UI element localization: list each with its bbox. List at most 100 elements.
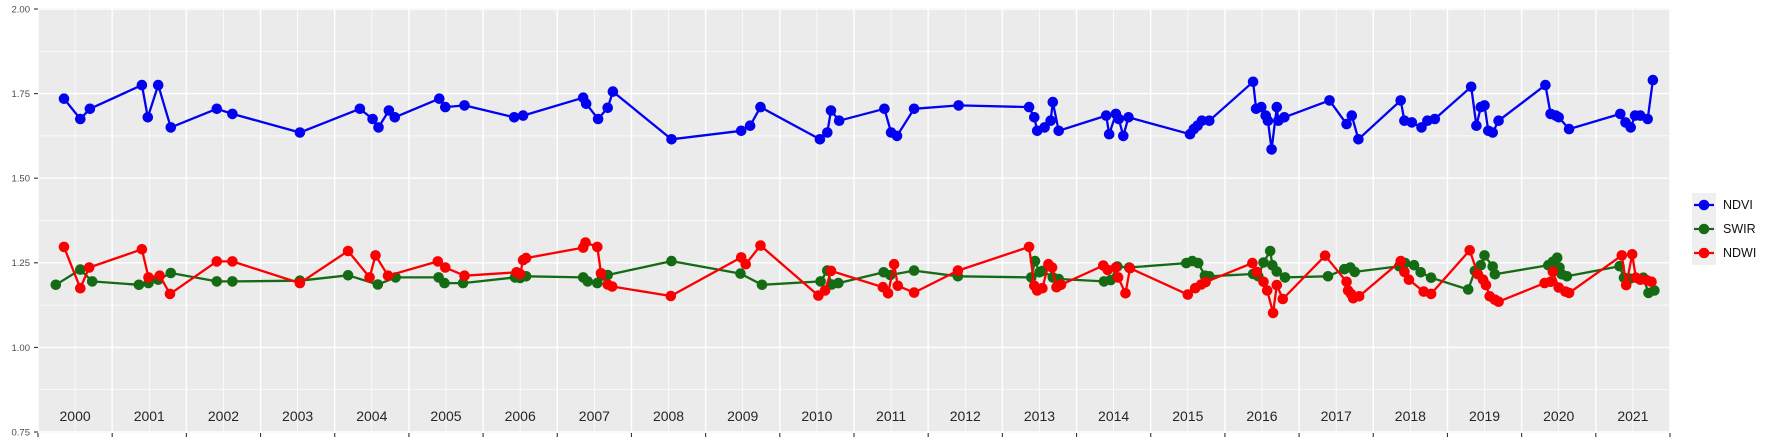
ndwi-point xyxy=(1271,279,1283,291)
ndwi-point xyxy=(1341,276,1352,288)
ndvi-point xyxy=(1053,125,1064,137)
ndwi-point xyxy=(58,241,70,253)
ndwi-point xyxy=(606,281,618,292)
legend: NDVI SWIR NDWI xyxy=(1692,193,1756,265)
x-year-label: 2006 xyxy=(505,408,536,424)
ndvi-point xyxy=(755,101,766,113)
swir-point xyxy=(1322,271,1334,282)
ndwi-point xyxy=(740,258,751,270)
ndvi-point xyxy=(580,98,592,110)
ndvi-point xyxy=(1247,76,1259,88)
ndvi-point xyxy=(1553,112,1564,123)
ndwi-point xyxy=(1124,262,1136,274)
ndvi-point xyxy=(879,103,890,115)
ndvi-point xyxy=(1256,101,1267,113)
ndwi-point xyxy=(520,252,532,264)
ndvi-point xyxy=(1346,110,1358,121)
ndvi-point xyxy=(1540,79,1551,91)
ndwi-point xyxy=(136,244,148,255)
swir-point xyxy=(1258,257,1269,268)
ndvi-point xyxy=(1204,115,1215,126)
swir-point xyxy=(1349,266,1360,278)
ndvi-point xyxy=(1493,115,1504,126)
ndvi-point xyxy=(1395,95,1406,106)
ndwi-point xyxy=(1110,262,1122,273)
ndvi-point xyxy=(822,127,833,138)
ndvi-point xyxy=(833,115,845,126)
ndvi-point xyxy=(508,112,520,123)
swir-point xyxy=(1475,259,1487,271)
ndvi-point xyxy=(607,86,619,97)
ndvi-point xyxy=(1023,101,1035,113)
y-axis-label: 1.25 xyxy=(12,258,31,269)
swir-point xyxy=(1561,271,1573,282)
ndwi-point xyxy=(755,240,766,251)
x-year-label: 2017 xyxy=(1321,408,1352,424)
ndvi-point xyxy=(1353,134,1364,145)
ndwi-point xyxy=(1395,255,1406,267)
ndvi-point xyxy=(592,113,604,125)
ndvi-point xyxy=(434,93,445,104)
ndwi-point xyxy=(83,262,95,273)
swir-point xyxy=(833,277,844,289)
legend-label-ndvi: NDVI xyxy=(1723,198,1753,212)
ndvi-point xyxy=(373,122,384,133)
legend-label-ndwi: NDWI xyxy=(1723,246,1757,260)
ndwi-point xyxy=(1480,279,1492,291)
ndwi-point xyxy=(1545,276,1556,288)
ndwi-point xyxy=(1399,266,1410,278)
x-year-label: 2018 xyxy=(1395,408,1426,424)
ndwi-point xyxy=(164,288,176,300)
ndwi-point xyxy=(1563,287,1575,299)
x-year-label: 2005 xyxy=(430,408,461,424)
ndwi-point xyxy=(1112,272,1124,283)
ndvi-point xyxy=(1279,112,1290,123)
ndvi-point xyxy=(1487,127,1498,138)
ndwi-point xyxy=(908,287,920,298)
ndvi-point xyxy=(1047,96,1059,108)
ndwi-point xyxy=(819,285,831,296)
swir-legend-key-icon xyxy=(1692,217,1716,241)
ndvi-point xyxy=(459,100,470,111)
ndvi-point xyxy=(1429,113,1441,125)
ndvi-point xyxy=(1479,100,1490,111)
ndvi-point xyxy=(142,112,154,123)
ndwi-point xyxy=(227,256,238,267)
x-year-label: 2008 xyxy=(653,408,684,424)
ndwi-point xyxy=(1251,266,1263,278)
y-axis-label: 0.75 xyxy=(12,427,31,438)
ndvi-point xyxy=(1266,144,1277,155)
ndwi-point xyxy=(211,256,223,267)
ndwi-point xyxy=(1037,282,1048,294)
ndwi-point xyxy=(1102,264,1113,276)
ndwi-point xyxy=(1403,274,1415,286)
swir-point xyxy=(756,279,768,291)
ndvi-legend-key-icon xyxy=(1692,193,1716,217)
x-year-label: 2011 xyxy=(876,408,906,424)
ndwi-point xyxy=(882,288,894,299)
x-year-label: 2002 xyxy=(208,408,239,424)
swir-point xyxy=(1425,272,1437,284)
ndwi-point xyxy=(1620,279,1632,291)
ndwi-point xyxy=(1055,279,1067,291)
ndwi-point xyxy=(580,237,591,248)
x-year-label: 2012 xyxy=(950,408,981,424)
x-year-label: 2014 xyxy=(1098,408,1129,424)
ndwi-point xyxy=(364,272,375,283)
ndwi-point xyxy=(1261,285,1273,296)
ndvi-point xyxy=(517,110,529,121)
swir-point xyxy=(1551,252,1563,263)
ndvi-point xyxy=(1615,108,1626,120)
x-year-label: 2009 xyxy=(727,408,758,424)
ndvi-point xyxy=(1118,130,1129,142)
swir-point xyxy=(50,279,62,291)
ndvi-point xyxy=(1406,117,1418,128)
ndvi-point xyxy=(367,113,378,125)
ndwi-point xyxy=(1646,276,1657,288)
swir-point xyxy=(1279,272,1291,283)
ndvi-point xyxy=(58,93,70,104)
ndvi-point xyxy=(136,79,148,91)
ndvi-point xyxy=(227,108,238,120)
ndwi-point xyxy=(1267,307,1279,319)
ndvi-point xyxy=(1029,112,1040,123)
